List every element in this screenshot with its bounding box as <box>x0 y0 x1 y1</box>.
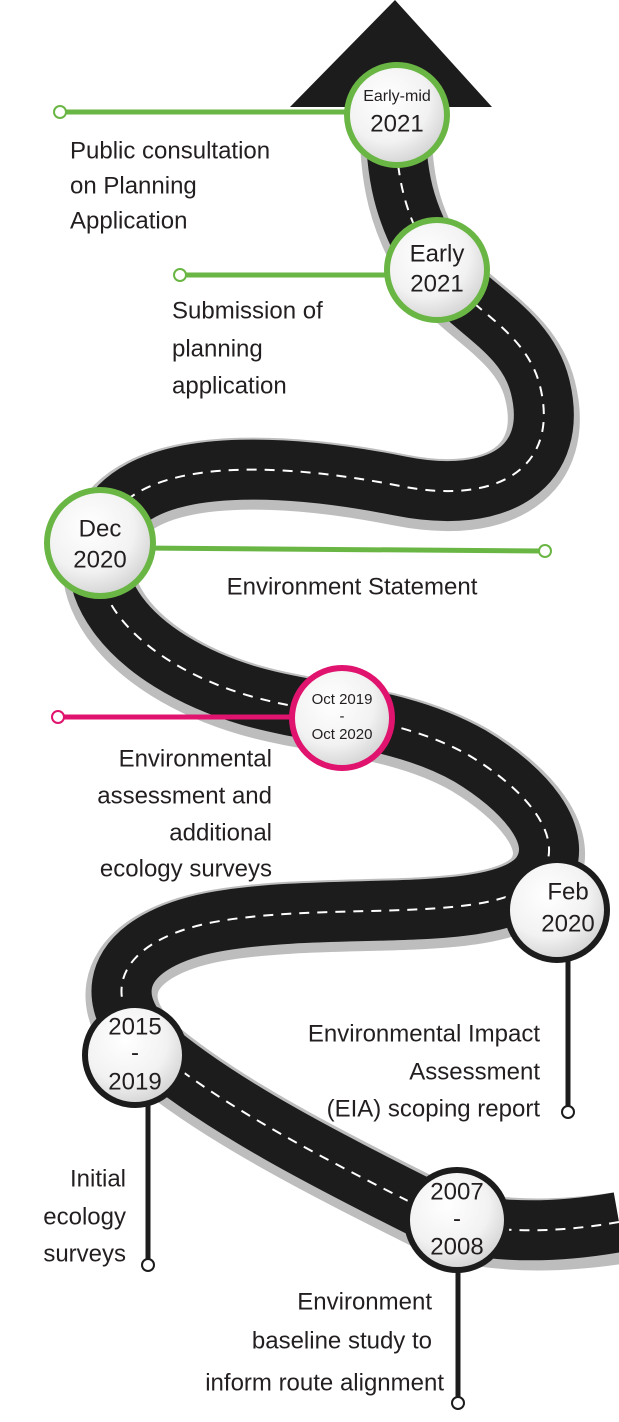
date: Dec <box>79 515 122 542</box>
date: 2015 <box>108 1013 161 1040</box>
label: ecology surveys <box>100 855 272 882</box>
label: Environmental <box>119 745 272 772</box>
label: Application <box>70 207 187 234</box>
label: on Planning <box>70 172 197 199</box>
label: Submission of <box>172 297 323 324</box>
timeline: Early-mid 2021 Early 2021 Dec 2020 Oct 2… <box>0 0 619 1422</box>
date: 2020 <box>541 910 594 937</box>
label: application <box>172 372 287 399</box>
label: (EIA) scoping report <box>327 1095 541 1122</box>
date: 2020 <box>73 546 126 573</box>
date: - <box>340 708 345 725</box>
label: assessment and <box>97 782 272 809</box>
label: surveys <box>43 1240 126 1267</box>
date: - <box>131 1039 139 1066</box>
date: 2019 <box>108 1068 161 1095</box>
date: 2021 <box>370 110 423 137</box>
label: Environment <box>297 1288 432 1315</box>
date: Early-mid <box>363 88 431 105</box>
date: Oct 2020 <box>312 726 373 743</box>
label: ecology <box>43 1203 126 1230</box>
label: Public consultation <box>70 137 270 164</box>
label: Assessment <box>409 1058 540 1085</box>
date: - <box>453 1205 461 1232</box>
date: Feb <box>547 878 588 905</box>
label: inform route alignment <box>205 1369 444 1396</box>
date: 2007 <box>430 1178 483 1205</box>
label: baseline study to <box>252 1327 432 1354</box>
date: 2021 <box>410 270 463 297</box>
label: planning <box>172 335 263 362</box>
label: Environment Statement <box>227 573 478 600</box>
date: Oct 2019 <box>312 691 373 708</box>
page: Early-mid 2021 Early 2021 Dec 2020 Oct 2… <box>0 0 619 1422</box>
label: Environmental Impact <box>308 1020 540 1047</box>
label: additional <box>169 819 272 846</box>
date: Early <box>410 240 465 267</box>
date: 2008 <box>430 1233 483 1260</box>
label: Initial <box>70 1165 126 1192</box>
